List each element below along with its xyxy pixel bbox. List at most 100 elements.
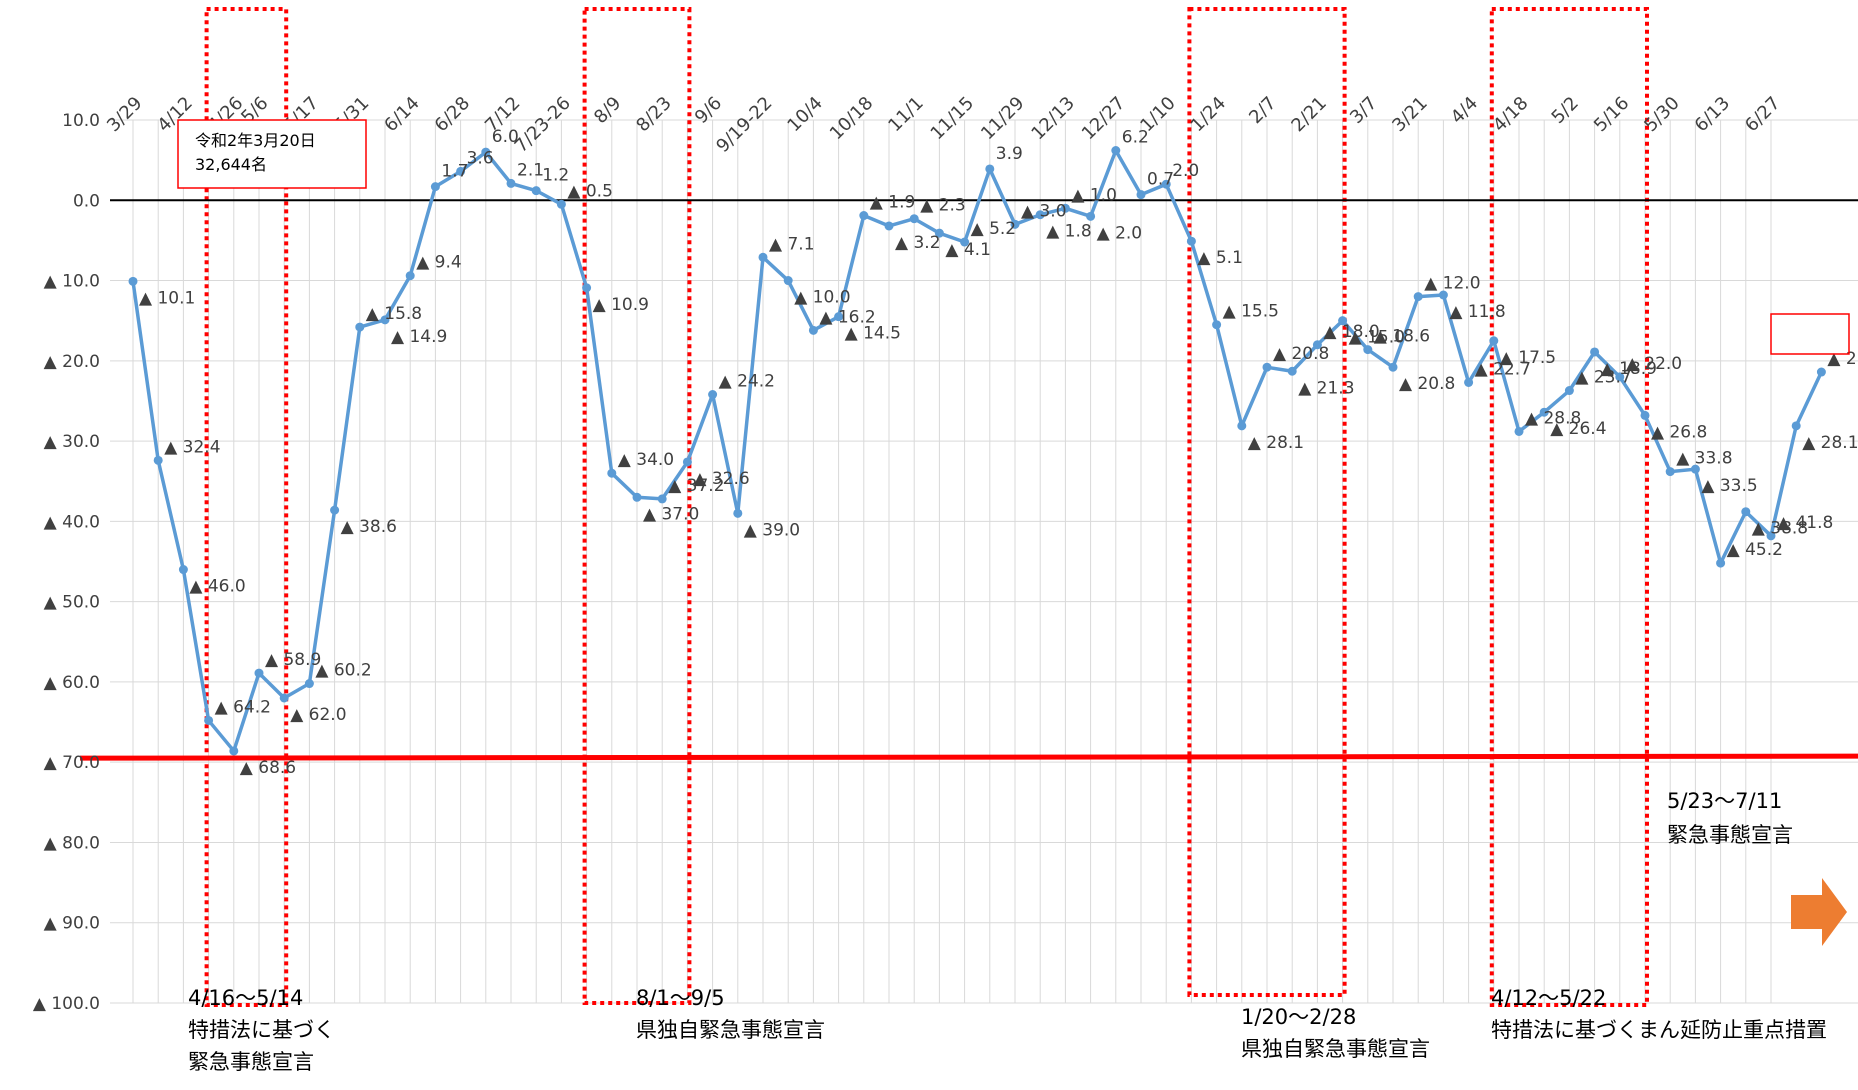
data-label: ▲ 45.2 — [1727, 540, 1783, 560]
data-label: ▲ 12.0 — [1424, 274, 1480, 294]
y-tick-label: ▲ 50.0 — [44, 593, 100, 613]
data-label: ▲ 21.4 — [1827, 349, 1858, 369]
data-label: ▲ 37.2 — [668, 476, 724, 496]
data-point — [607, 468, 617, 478]
data-label: ▲ 23.7 — [1575, 368, 1631, 388]
data-label: ▲ 7.1 — [769, 234, 815, 254]
data-label: ▲ 1.8 — [1046, 222, 1092, 242]
period-label-line: 県独自緊急事態宣言 — [1241, 1037, 1430, 1061]
data-label: ▲ 10.9 — [593, 295, 649, 315]
data-label: 3.9 — [996, 144, 1023, 164]
data-point — [1438, 290, 1448, 300]
data-point — [1111, 146, 1121, 156]
data-point — [128, 276, 138, 286]
data-point — [1766, 531, 1776, 541]
period-boxes — [204, 7, 1650, 1007]
data-point — [1312, 340, 1322, 350]
period-label-line: 4/16～5/14 — [188, 986, 303, 1010]
data-point — [531, 186, 541, 196]
data-label: ▲ 10.0 — [794, 288, 850, 308]
period-label-line: 特措法に基づくまん延防止重点措置 — [1491, 1018, 1827, 1042]
data-label: ▲ 2.3 — [920, 196, 966, 216]
data-point — [1338, 316, 1348, 326]
data-label: ▲ 20.8 — [1273, 344, 1329, 364]
baseline-note-box — [177, 119, 367, 189]
data-point — [405, 271, 415, 281]
data-label: ▲ 22.7 — [1475, 359, 1531, 379]
data-label: ▲ 39.0 — [744, 520, 800, 540]
data-label: ▲ 38.8 — [1752, 519, 1808, 539]
data-point — [1791, 421, 1801, 431]
data-point — [1035, 210, 1045, 220]
data-label: ▲ 10.1 — [139, 288, 195, 308]
data-label: 2.1 — [517, 160, 544, 180]
data-label: 0.7 — [1147, 170, 1174, 190]
data-point — [733, 508, 743, 518]
data-label: ▲ 3.0 — [1021, 201, 1067, 221]
data-point — [1615, 372, 1625, 382]
data-label: ▲ 15.0 — [1349, 328, 1405, 348]
data-label: ▲ 1.0 — [1071, 185, 1117, 205]
data-label: ▲ 32.4 — [164, 437, 220, 457]
data-label: ▲ 33.8 — [1676, 449, 1732, 469]
data-label: ▲ 11.8 — [1449, 302, 1505, 322]
data-point — [985, 164, 995, 174]
data-label: ▲ 14.5 — [845, 324, 901, 344]
data-point — [1136, 190, 1146, 200]
data-label: ▲ 9.4 — [416, 253, 462, 273]
period-box — [1187, 7, 1347, 997]
data-label: ▲ 28.1 — [1802, 433, 1858, 453]
data-point — [1212, 320, 1222, 330]
data-label: ▲ 22.0 — [1626, 354, 1682, 374]
series-line — [131, 148, 1823, 753]
data-point — [1640, 410, 1650, 420]
data-label: ▲ 28.1 — [1248, 433, 1304, 453]
data-label: ▲ 15.8 — [366, 304, 422, 324]
current-declaration-line: 緊急事態宣言 — [1667, 823, 1793, 847]
data-label: 6.0 — [492, 127, 519, 147]
data-point — [1237, 421, 1247, 431]
data-point — [1741, 507, 1751, 517]
data-label: ▲ 41.8 — [1777, 513, 1833, 533]
baseline-note-line: 32,644名 — [195, 155, 267, 174]
period-label-line: 緊急事態宣言 — [188, 1050, 314, 1074]
data-label: ▲ 18.0 — [1323, 322, 1379, 342]
period-label: 8/1～9/5 県独自緊急事態宣言 — [636, 986, 825, 1042]
data-point — [1262, 362, 1272, 372]
data-point — [506, 178, 516, 188]
period-label: 1/20～2/28 県独自緊急事態宣言 — [1241, 1005, 1430, 1061]
period-label: 4/16～5/14 特措法に基づく緊急事態宣言 — [188, 986, 335, 1074]
data-point — [1161, 179, 1171, 189]
data-label: ▲ 46.0 — [189, 577, 245, 597]
data-point — [909, 214, 919, 224]
current-declaration-label: 5/23～7/11 緊急事態宣言 — [1667, 789, 1793, 847]
period-label-line: 特措法に基づく — [188, 1018, 335, 1042]
y-tick-label: ▲ 60.0 — [44, 673, 100, 693]
data-label: ▲ 1.9 — [870, 193, 916, 213]
y-tick-label: 10.0 — [62, 111, 100, 131]
orange-arrow — [1791, 878, 1847, 946]
data-point — [1413, 292, 1423, 302]
y-tick-label: ▲ 40.0 — [44, 512, 100, 532]
data-label: ▲ 2.0 — [1097, 223, 1143, 243]
data-label: 2.0 — [1172, 161, 1199, 181]
data-point — [1086, 211, 1096, 221]
data-point — [1489, 336, 1499, 346]
data-point — [153, 455, 163, 465]
y-tick-label: ▲ 20.0 — [44, 352, 100, 372]
data-label: ▲ 17.5 — [1500, 348, 1556, 368]
data-label: ▲ 38.6 — [341, 517, 397, 537]
data-label: 1.7 — [441, 162, 468, 182]
data-point — [254, 668, 264, 678]
data-label: ▲ 32.6 — [693, 469, 749, 489]
data-label: ▲ 21.3 — [1298, 378, 1354, 398]
data-label: 3.6 — [467, 148, 494, 168]
data-label: ▲ 4.1 — [945, 240, 991, 260]
data-point — [708, 390, 718, 400]
series-points — [128, 146, 1826, 756]
data-point — [1287, 366, 1297, 376]
y-tick-label: ▲ 100.0 — [33, 994, 100, 1014]
data-point — [1539, 407, 1549, 417]
data-point — [1816, 367, 1826, 377]
